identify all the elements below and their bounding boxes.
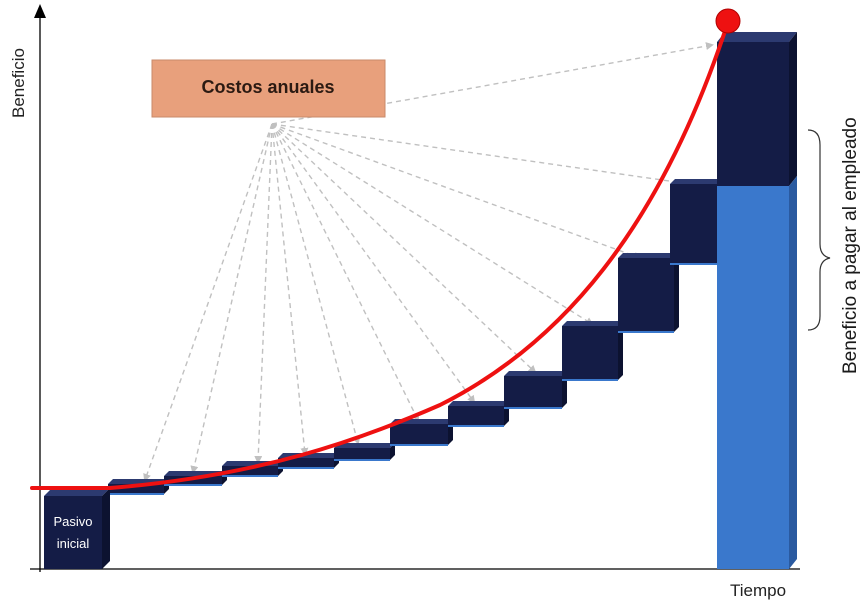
dashed-arrow — [271, 123, 642, 260]
step-block — [448, 401, 509, 427]
final-column-top — [717, 42, 789, 186]
initial-box-line2: inicial — [57, 536, 90, 551]
axes — [30, 4, 800, 572]
curly-brace-icon — [807, 129, 831, 331]
y-axis-arrow-icon — [34, 4, 46, 18]
x-axis-label: Tiempo — [730, 581, 786, 600]
annual-cost-steps — [108, 179, 727, 495]
dashed-arrow — [271, 123, 419, 422]
final-benefit-column — [717, 32, 797, 569]
y-axis-label: Beneficio — [9, 48, 28, 118]
dashed-arrow — [271, 123, 361, 445]
annual-costs-callout: Costos anuales — [151, 59, 386, 118]
benefit-bracket-label: Beneficio a pagar al empleado — [840, 117, 860, 374]
dashed-arrow — [143, 123, 273, 482]
dashed-arrow — [271, 123, 692, 188]
final-benefit-dot — [715, 8, 741, 34]
dashed-arrow — [271, 123, 537, 374]
benefit-bracket: Beneficio a pagar al empleado — [807, 117, 860, 374]
step-block — [618, 253, 679, 333]
annual-costs-label: Costos anuales — [201, 77, 334, 97]
dashed-arrow — [190, 123, 273, 474]
initial-liability-box: Pasivo inicial — [44, 488, 110, 569]
step-block — [334, 443, 395, 461]
final-column-bottom — [717, 186, 789, 569]
step-block — [562, 321, 623, 381]
step-block — [390, 419, 453, 446]
dashed-arrow — [254, 123, 273, 464]
step-block — [504, 371, 567, 409]
initial-box-line1: Pasivo — [53, 514, 92, 529]
dashed-arrow — [271, 123, 476, 404]
benefit-curve — [30, 20, 730, 490]
dashed-arrow — [271, 123, 594, 326]
dashed-arrow — [271, 123, 309, 456]
